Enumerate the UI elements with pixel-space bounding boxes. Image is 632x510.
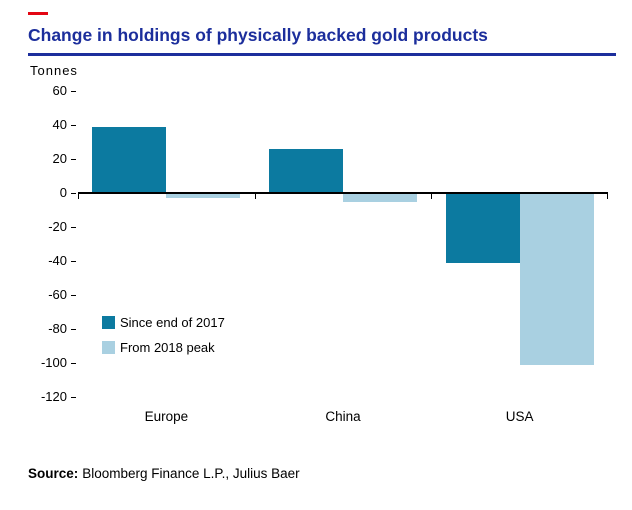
zero-axis-line [78, 192, 608, 194]
y-tick-mark [71, 397, 76, 398]
y-tick-mark [71, 125, 76, 126]
legend-item: From 2018 peak [102, 340, 225, 355]
y-tick-mark [71, 159, 76, 160]
bar-usa-series-1 [520, 193, 594, 365]
y-tick-mark [71, 227, 76, 228]
x-tick-mark [607, 194, 608, 199]
legend-label: Since end of 2017 [120, 315, 225, 330]
source-note: Source: Bloomberg Finance L.P., Julius Ba… [28, 466, 632, 481]
y-tick-mark [71, 261, 76, 262]
chart-title: Change in holdings of physically backed … [28, 25, 488, 45]
bar-china-series-1 [343, 193, 417, 202]
y-tick-label: -60 [48, 287, 67, 302]
source-label: Source: [28, 466, 79, 481]
x-category-label: Europe [144, 409, 189, 424]
y-tick-mark [71, 295, 76, 296]
legend-swatch-icon [102, 316, 115, 329]
y-tick-label: 60 [52, 83, 67, 98]
source-text: Bloomberg Finance L.P., Julius Baer [82, 466, 300, 481]
y-tick-mark [71, 329, 76, 330]
y-tick-label: 40 [52, 117, 67, 132]
y-axis: 60 40 20 0 -20 -40 -60 -80 -100 -120 [26, 83, 78, 404]
plot-area: Since end of 2017 From 2018 peak [78, 91, 608, 397]
bar-china-series-0 [269, 149, 343, 193]
bar-europe-series-1 [166, 193, 240, 198]
x-category-label: China [325, 409, 361, 424]
y-tick-label: 20 [52, 151, 67, 166]
bar-europe-series-0 [92, 127, 166, 193]
bar-usa-series-0 [446, 193, 520, 263]
y-tick-label: -100 [40, 355, 67, 370]
y-tick-mark [71, 363, 76, 364]
legend: Since end of 2017 From 2018 peak [102, 315, 225, 365]
x-axis-labels: Europe China USA [78, 409, 608, 424]
title-underline [28, 53, 616, 56]
legend-item: Since end of 2017 [102, 315, 225, 330]
y-tick-mark [71, 91, 76, 92]
brand-red-dash [28, 12, 48, 15]
y-tick-label: -120 [40, 389, 67, 404]
x-category-label: USA [505, 409, 534, 424]
legend-swatch-icon [102, 341, 115, 354]
y-tick-label: -20 [48, 219, 67, 234]
x-tick-mark [255, 194, 256, 199]
y-axis-unit-label: Tonnes [30, 63, 78, 78]
y-tick-label: -80 [48, 321, 67, 336]
y-tick-label: 0 [59, 185, 67, 200]
x-tick-mark [431, 194, 432, 199]
bar-chart: 60 40 20 0 -20 -40 -60 -80 -100 -120 Since end of… [26, 83, 632, 404]
y-tick-label: -40 [48, 253, 67, 268]
y-tick-mark [71, 193, 76, 194]
x-tick-mark [78, 194, 79, 199]
legend-label: From 2018 peak [120, 340, 215, 355]
